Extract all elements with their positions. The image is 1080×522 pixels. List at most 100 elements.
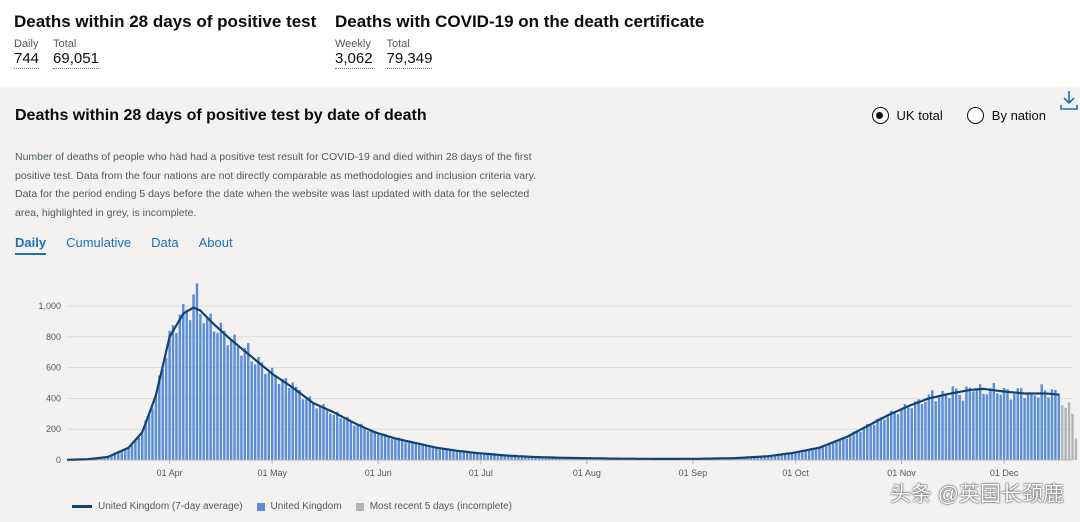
daily-bar <box>175 333 178 460</box>
area-selector: UK total By nation <box>871 107 1046 124</box>
daily-bar <box>489 454 493 460</box>
daily-bar <box>753 456 756 460</box>
chart-tabs: Daily Cumulative Data About <box>15 235 233 255</box>
daily-bar <box>544 457 548 460</box>
legend-item-average: United Kingdom (7-day average) <box>72 501 243 512</box>
daily-bar <box>472 452 476 460</box>
metric-total: Total 79,349 <box>386 38 433 69</box>
daily-bar <box>435 446 438 460</box>
daily-bar <box>294 386 298 460</box>
daily-bar <box>951 386 955 460</box>
headline-title: Deaths with COVID-19 on the death certif… <box>335 12 705 31</box>
y-tick-label: 400 <box>46 393 61 403</box>
daily-bar <box>996 393 999 460</box>
daily-bar <box>855 431 859 460</box>
daily-bar <box>510 455 513 460</box>
radio-uk-total[interactable]: UK total <box>871 107 943 124</box>
daily-bar <box>428 447 431 460</box>
daily-bar <box>910 408 913 460</box>
daily-bar <box>462 451 465 460</box>
daily-bar <box>493 454 496 460</box>
daily-bar <box>322 404 325 460</box>
daily-bar <box>291 382 294 460</box>
daily-bar <box>414 443 418 460</box>
daily-bar <box>192 294 195 460</box>
daily-bar <box>968 387 972 460</box>
daily-bar <box>452 450 455 460</box>
daily-bar <box>1013 394 1016 460</box>
daily-bar <box>308 396 312 460</box>
daily-bar <box>554 457 558 460</box>
daily-bar <box>383 433 387 460</box>
daily-bar <box>301 399 305 460</box>
radio-checked-icon <box>871 107 889 124</box>
daily-bar <box>260 362 264 460</box>
daily-bar <box>551 457 554 460</box>
download-icon[interactable] <box>1058 87 1080 113</box>
daily-bar <box>948 398 951 460</box>
daily-bar <box>1054 389 1057 460</box>
daily-bar <box>783 454 787 460</box>
daily-bar <box>253 364 257 460</box>
daily-bar <box>742 457 746 460</box>
daily-bar <box>818 447 821 460</box>
daily-bar <box>448 449 452 460</box>
metric-value[interactable]: 3,062 <box>335 50 373 69</box>
radio-by-nation[interactable]: By nation <box>966 107 1046 124</box>
daily-bar <box>537 456 541 460</box>
daily-bar <box>233 334 236 460</box>
incomplete-bar <box>1060 405 1064 460</box>
daily-bar <box>937 396 941 460</box>
tab-cumulative[interactable]: Cumulative <box>66 235 132 250</box>
daily-bar <box>889 410 893 460</box>
daily-bar <box>756 456 760 460</box>
tab-data[interactable]: Data <box>151 235 179 250</box>
tab-about[interactable]: About <box>198 235 233 250</box>
daily-bar <box>534 456 537 460</box>
daily-bar <box>219 322 223 460</box>
radio-unchecked-icon <box>966 107 984 124</box>
daily-bar <box>746 457 749 460</box>
daily-bar <box>558 457 561 460</box>
card-title: Deaths within 28 days of positive test b… <box>15 107 427 124</box>
daily-bar <box>332 414 335 460</box>
daily-bar <box>1016 388 1019 460</box>
daily-bar <box>243 347 247 460</box>
daily-bar <box>985 394 989 460</box>
y-tick-label: 200 <box>46 424 61 434</box>
incomplete-bar <box>1064 407 1067 460</box>
daily-bar <box>794 452 797 460</box>
daily-bar <box>158 375 161 460</box>
bar-swatch-icon <box>256 502 265 511</box>
daily-bar <box>288 388 291 460</box>
chart-legend: United Kingdom (7-day average) United Ki… <box>72 501 512 512</box>
daily-bar <box>247 343 250 460</box>
daily-bar <box>852 431 855 460</box>
daily-bar <box>896 414 900 460</box>
daily-bar <box>370 429 373 460</box>
daily-bar <box>1033 395 1037 460</box>
daily-bar <box>954 388 958 460</box>
daily-bar <box>1030 393 1033 460</box>
daily-bar <box>397 437 400 460</box>
metric-weekly: Weekly 3,062 <box>335 38 373 69</box>
daily-bar <box>284 378 288 460</box>
metric-value[interactable]: 79,349 <box>386 50 433 69</box>
daily-bar <box>992 382 996 460</box>
daily-bar <box>517 456 520 460</box>
daily-bar <box>866 423 869 460</box>
daily-bar <box>1019 388 1023 460</box>
daily-bar <box>359 423 363 460</box>
daily-bar <box>106 456 110 460</box>
legend-item-daily: United Kingdom <box>256 501 342 512</box>
daily-bar <box>1057 393 1061 460</box>
headline-death-certificate: Deaths with COVID-19 on the death certif… <box>335 12 704 69</box>
tab-daily[interactable]: Daily <box>15 235 47 255</box>
daily-bar <box>339 418 342 460</box>
metric-value[interactable]: 744 <box>14 50 40 69</box>
metric-value[interactable]: 69,051 <box>53 50 99 69</box>
daily-bar <box>961 400 965 460</box>
legend-label: United Kingdom <box>270 501 342 512</box>
daily-bar <box>1006 389 1009 460</box>
daily-bar <box>161 369 164 460</box>
